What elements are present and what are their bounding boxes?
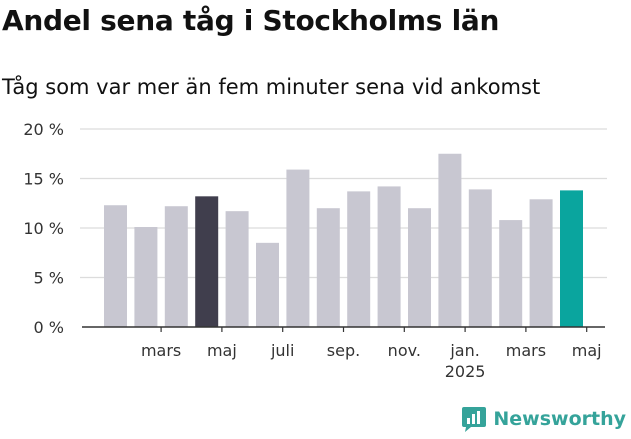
y-tick-label: 10 % (23, 219, 64, 238)
chart-title: Andel sena tåg i Stockholms län (2, 4, 500, 37)
y-tick-label: 15 % (23, 170, 64, 189)
x-tick-label: mars (506, 341, 546, 360)
bar (104, 205, 127, 327)
brand-name: Newsworthy (493, 408, 626, 430)
y-tick-label: 0 % (34, 318, 64, 337)
bar (347, 191, 371, 327)
bar (529, 199, 553, 327)
bar (164, 206, 188, 327)
newsworthy-logo-icon (462, 407, 487, 432)
bar (499, 220, 523, 327)
x-tick-label: juli (270, 341, 294, 360)
bar (195, 196, 219, 327)
bar (468, 189, 492, 327)
gridlines (80, 128, 607, 279)
bar (316, 208, 340, 327)
bar (134, 227, 158, 327)
brand: Newsworthy (461, 405, 626, 433)
bar (560, 190, 583, 327)
x-tick-label: maj (207, 341, 237, 360)
bar (286, 169, 310, 327)
bar (408, 208, 431, 327)
bar (438, 153, 462, 327)
x-tick-label: sep. (327, 341, 360, 360)
bar (377, 186, 401, 327)
x-tick-label: jan. 2025 (445, 341, 486, 381)
x-tick-label: mars (141, 341, 181, 360)
x-tick-label: maj (572, 341, 602, 360)
x-axis (82, 326, 605, 332)
bar (225, 211, 249, 327)
y-tick-label: 20 % (23, 120, 64, 139)
chart-subtitle: Tåg som var mer än fem minuter sena vid … (2, 75, 541, 99)
y-axis-labels: 0 % 5 % 10 % 15 % 20 % (23, 120, 64, 337)
bar (256, 242, 279, 327)
x-tick-label: nov. (388, 341, 421, 360)
x-axis-labels: mars maj juli sep. nov. jan. 2025 mars maj (141, 341, 602, 381)
y-tick-label: 5 % (34, 269, 64, 288)
bars (104, 153, 583, 327)
